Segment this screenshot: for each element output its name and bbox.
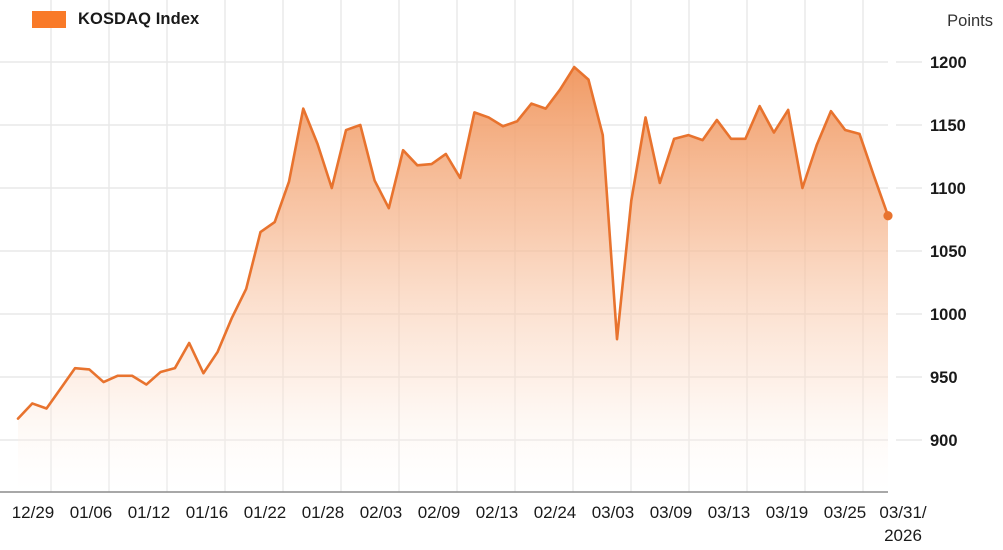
y-axis-tick-marks bbox=[896, 61, 922, 441]
y-axis-tick-label: 1100 bbox=[930, 180, 966, 198]
x-axis-tick-label: 01/06 bbox=[70, 503, 113, 522]
x-axis-tick-label: 01/22 bbox=[244, 503, 287, 522]
x-axis-tick-label: 03/13 bbox=[708, 503, 751, 522]
y-axis-tick-label: 900 bbox=[930, 432, 958, 450]
y-axis-tick-label: 1000 bbox=[930, 306, 967, 324]
x-axis-tick-label: 03/09 bbox=[650, 503, 693, 522]
y-axis-unit-label: Points bbox=[947, 12, 993, 30]
series-area-fill bbox=[18, 67, 888, 492]
legend-item-label: KOSDAQ Index bbox=[78, 9, 200, 28]
x-axis-tick-label: 03/19 bbox=[766, 503, 809, 522]
x-axis-tick-label: 02/03 bbox=[360, 503, 403, 522]
x-axis-year-label: 2026 bbox=[884, 526, 922, 545]
x-axis-tick-label: 03/25 bbox=[824, 503, 867, 522]
y-axis-tick-label: 1200 bbox=[930, 54, 967, 72]
x-axis-tick-label: 02/24 bbox=[534, 503, 577, 522]
x-axis-tick-label: 01/12 bbox=[128, 503, 171, 522]
legend-color-swatch bbox=[32, 10, 66, 28]
x-axis-tick-label: 02/09 bbox=[418, 503, 461, 522]
x-axis-tick-label: 01/28 bbox=[302, 503, 345, 522]
x-axis-tick-label: 01/16 bbox=[186, 503, 229, 522]
y-axis-tick-labels: 900 950 1000 1050 1100 1150 1200 bbox=[930, 54, 967, 450]
last-point-marker bbox=[883, 211, 893, 221]
y-axis-tick-label: 1150 bbox=[930, 117, 966, 135]
y-axis-tick-label: 950 bbox=[930, 369, 958, 387]
x-axis-tick-label: 12/29 bbox=[12, 503, 55, 522]
x-axis-tick-label: 03/31/ bbox=[879, 503, 927, 522]
y-axis-tick-label: 1050 bbox=[930, 243, 967, 261]
chart-legend: KOSDAQ Index bbox=[32, 8, 199, 30]
x-axis-tick-label: 03/03 bbox=[592, 503, 635, 522]
x-axis-tick-labels: 12/29 01/06 01/12 01/16 01/22 01/28 02/03 02/09… bbox=[12, 503, 927, 545]
x-axis-tick-label: 02/13 bbox=[476, 503, 519, 522]
series-line bbox=[16, 65, 890, 420]
